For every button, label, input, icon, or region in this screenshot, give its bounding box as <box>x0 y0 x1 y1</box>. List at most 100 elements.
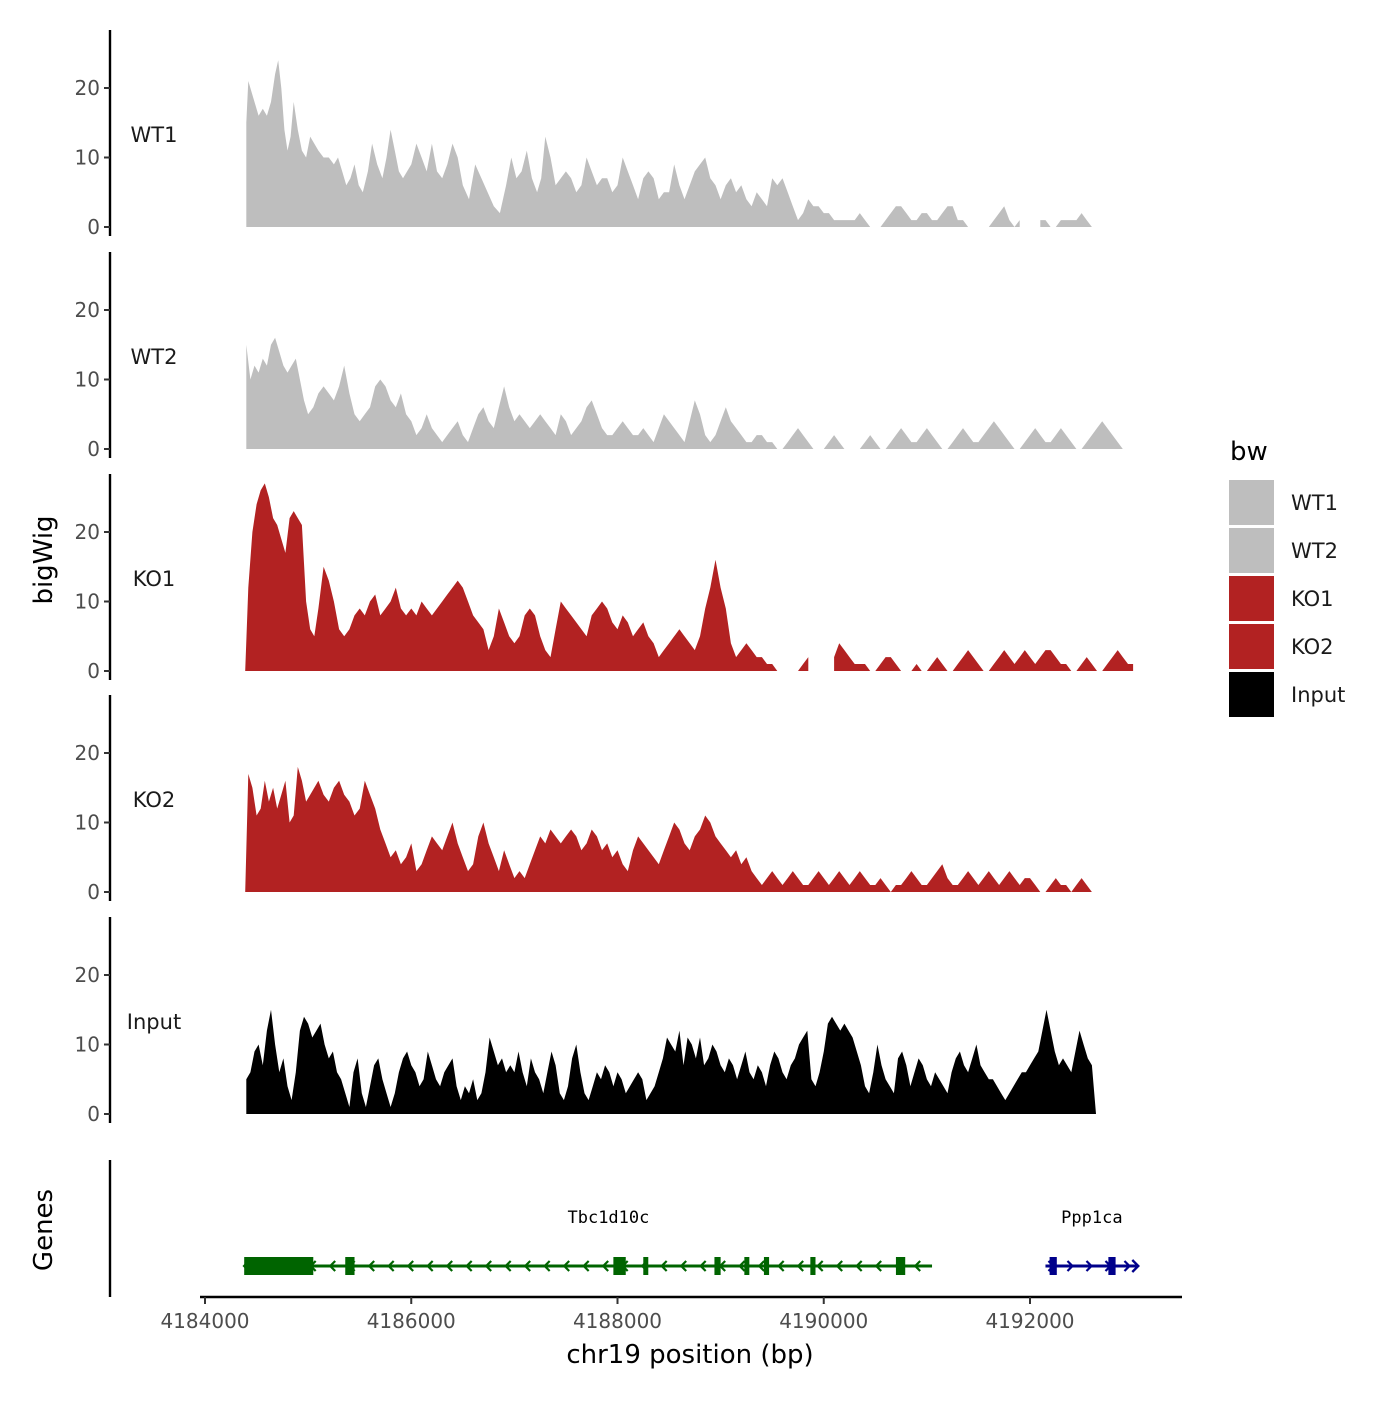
y-tick-label: 10 <box>75 590 100 614</box>
track-input: 0 10 20 Input <box>75 917 1097 1126</box>
signal-area-input <box>246 1009 1097 1114</box>
x-axis-title: chr19 position (bp) <box>566 1340 813 1370</box>
gene-label: Ppp1ca <box>1061 1208 1122 1228</box>
strand-arrow <box>562 1260 570 1272</box>
strand-arrow <box>484 1260 492 1272</box>
y-tick-label: 20 <box>75 298 100 322</box>
y-axis-title: bigWig <box>29 515 59 604</box>
exon <box>613 1257 626 1275</box>
x-tick-label: 4186000 <box>367 1309 456 1333</box>
x-axis: 4184000 4186000 4188000 4190000 4192000 <box>160 1295 1182 1333</box>
legend-swatch-ko2 <box>1229 624 1274 669</box>
legend-swatch-wt1 <box>1229 480 1274 525</box>
track-label-wt2: WT2 <box>131 345 178 369</box>
y-tick-label: 0 <box>87 1102 100 1126</box>
genes-axis-title: Genes <box>29 1189 59 1271</box>
gene-tbc1d10c: Tbc1d10c <box>242 1208 933 1275</box>
strand-arrow <box>601 1260 609 1272</box>
exon <box>714 1257 721 1275</box>
strand-arrow <box>523 1260 531 1272</box>
exon <box>744 1257 750 1275</box>
strand-arrow <box>328 1260 336 1272</box>
y-tick-label: 0 <box>87 215 100 239</box>
strand-arrow <box>835 1260 843 1272</box>
legend-swatch-ko1 <box>1229 576 1274 621</box>
exon <box>810 1257 816 1275</box>
legend-swatch-input <box>1229 672 1274 717</box>
y-tick-label: 20 <box>75 741 100 765</box>
legend-label-wt1: WT1 <box>1291 491 1338 515</box>
legend-label-ko2: KO2 <box>1291 635 1334 659</box>
legend-label-input: Input <box>1291 683 1345 707</box>
exon <box>895 1257 906 1275</box>
signal-area-wt2 <box>246 337 1134 449</box>
y-tick-label: 10 <box>75 811 100 835</box>
strand-arrow <box>1085 1260 1094 1272</box>
gene-ppp1ca: Ppp1ca <box>1045 1208 1140 1275</box>
track-wt2: 0 10 20 WT2 <box>75 252 1134 461</box>
y-tick-label: 0 <box>87 880 100 904</box>
tracks-layer: 0 10 20 WT1 0 10 20 WT2 0 10 20 KO1 0 10 20 KO2 0 10 20 Inp… <box>75 30 1134 1126</box>
strand-arrow <box>699 1260 707 1272</box>
strand-arrow <box>1123 1260 1132 1272</box>
y-tick-label: 20 <box>75 520 100 544</box>
y-tick-label: 20 <box>75 963 100 987</box>
y-tick-label: 20 <box>75 76 100 100</box>
genes-panel: Tbc1d10c Ppp1ca <box>108 1160 1140 1297</box>
y-tick-label: 0 <box>87 437 100 461</box>
track-label-input: Input <box>127 1010 181 1034</box>
strand-arrow <box>738 1260 746 1272</box>
track-wt1: 0 10 20 WT1 <box>75 30 1134 239</box>
legend: bw WT1 WT2 KO1 KO2 Input <box>1229 437 1345 717</box>
track-ko2: 0 10 20 KO2 <box>75 695 1134 904</box>
signal-area-ko2 <box>245 766 1134 892</box>
strand-arrow <box>660 1260 668 1272</box>
strand-arrow <box>816 1260 824 1272</box>
y-tick-label: 10 <box>75 146 100 170</box>
strand-arrow <box>757 1260 765 1272</box>
strand-arrow <box>1066 1260 1075 1272</box>
strand-arrow <box>387 1260 395 1272</box>
x-tick-label: 4190000 <box>779 1309 868 1333</box>
strand-arrow <box>796 1260 804 1272</box>
strand-arrow <box>465 1260 473 1272</box>
signal-area-wt1 <box>246 60 1134 228</box>
exon <box>1049 1257 1057 1275</box>
strand-arrow <box>543 1260 551 1272</box>
x-tick-label: 4192000 <box>985 1309 1074 1333</box>
strand-arrow <box>777 1260 785 1272</box>
y-tick-label: 10 <box>75 1033 100 1057</box>
x-tick-label: 4184000 <box>160 1309 249 1333</box>
y-tick-label: 0 <box>87 659 100 683</box>
strand-arrow <box>874 1260 882 1272</box>
legend-label-ko1: KO1 <box>1291 587 1334 611</box>
track-label-ko1: KO1 <box>133 567 176 591</box>
strand-arrow <box>445 1260 453 1272</box>
strand-arrow <box>582 1260 590 1272</box>
strand-arrow <box>679 1260 687 1272</box>
exon <box>345 1257 355 1275</box>
legend-title: bw <box>1230 437 1268 467</box>
track-label-ko2: KO2 <box>133 788 176 812</box>
legend-label-wt2: WT2 <box>1291 539 1338 563</box>
strand-arrow <box>504 1260 512 1272</box>
exon <box>244 1257 314 1275</box>
legend-swatch-wt2 <box>1229 528 1274 573</box>
strand-arrow <box>426 1260 434 1272</box>
track-ko1: 0 10 20 KO1 <box>75 474 1134 683</box>
strand-arrow <box>406 1260 414 1272</box>
track-label-wt1: WT1 <box>131 123 178 147</box>
x-tick-label: 4188000 <box>573 1309 662 1333</box>
strand-arrow <box>367 1260 375 1272</box>
strand-arrow <box>913 1260 921 1272</box>
gene-end-arrow <box>1131 1259 1140 1273</box>
gene-end-arrow <box>242 1259 252 1273</box>
exon <box>1108 1257 1116 1275</box>
signal-area-ko1 <box>245 483 1134 671</box>
exon <box>643 1257 649 1275</box>
gene-label: Tbc1d10c <box>567 1208 649 1228</box>
y-tick-label: 10 <box>75 368 100 392</box>
exon <box>763 1257 770 1275</box>
